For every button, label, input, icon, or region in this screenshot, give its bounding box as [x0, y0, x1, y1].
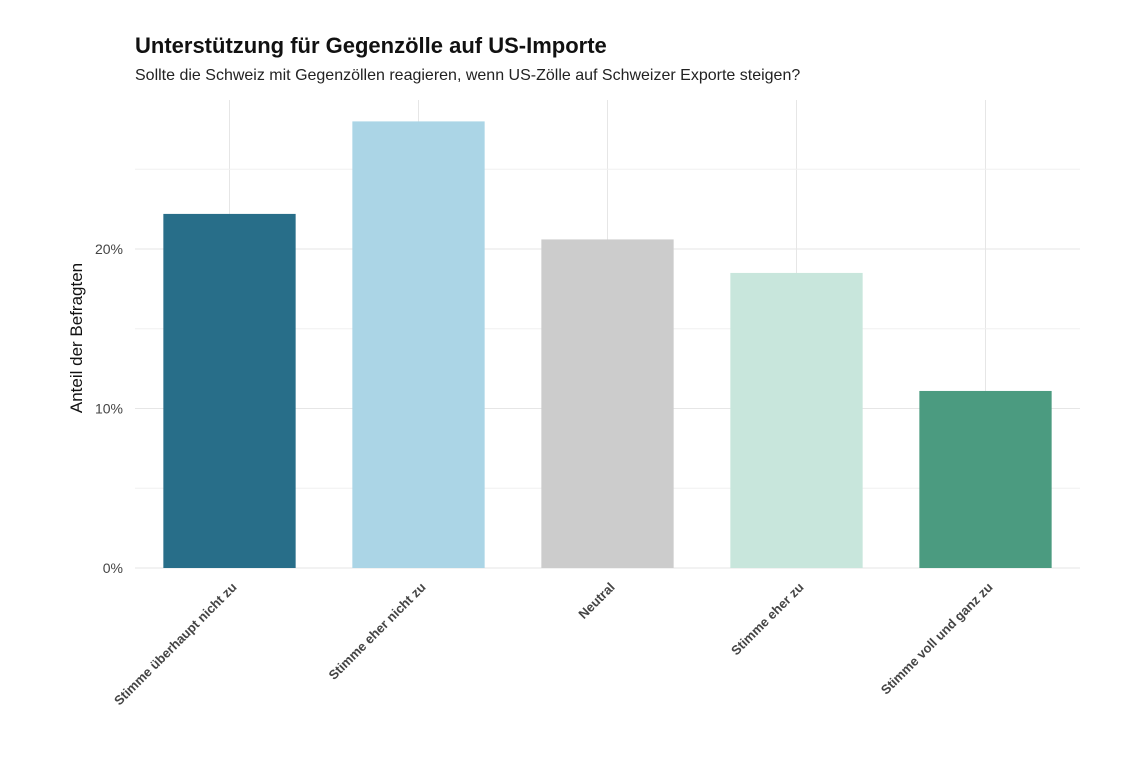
bar: [541, 239, 674, 568]
x-tick-label: Stimme überhaupt nicht zu: [111, 579, 240, 708]
x-axis-ticks: Stimme überhaupt nicht zu Stimme eher nic…: [111, 579, 996, 708]
bar: [919, 390, 1052, 568]
y-tick-label: 10%: [95, 401, 123, 417]
bars: [163, 121, 1052, 569]
y-tick-label: 20%: [95, 241, 123, 257]
chart-title: Unterstützung für Gegenzölle auf US-Impo…: [135, 33, 607, 58]
chart-subtitle: Sollte die Schweiz mit Gegenzöllen reagi…: [135, 67, 800, 84]
bar: [730, 272, 863, 568]
x-tick-label: Stimme eher nicht zu: [326, 579, 429, 682]
y-tick-label: 0%: [103, 560, 123, 576]
x-tick-label: Stimme voll und ganz zu: [878, 579, 996, 697]
x-tick-label: Stimme eher zu: [728, 579, 807, 658]
y-axis-label: Anteil der Befragten: [67, 263, 86, 413]
bar: [352, 121, 485, 569]
bar: [163, 213, 296, 568]
y-axis-ticks: 0% 10% 20%: [95, 241, 123, 576]
x-tick-label: Neutral: [575, 580, 617, 622]
